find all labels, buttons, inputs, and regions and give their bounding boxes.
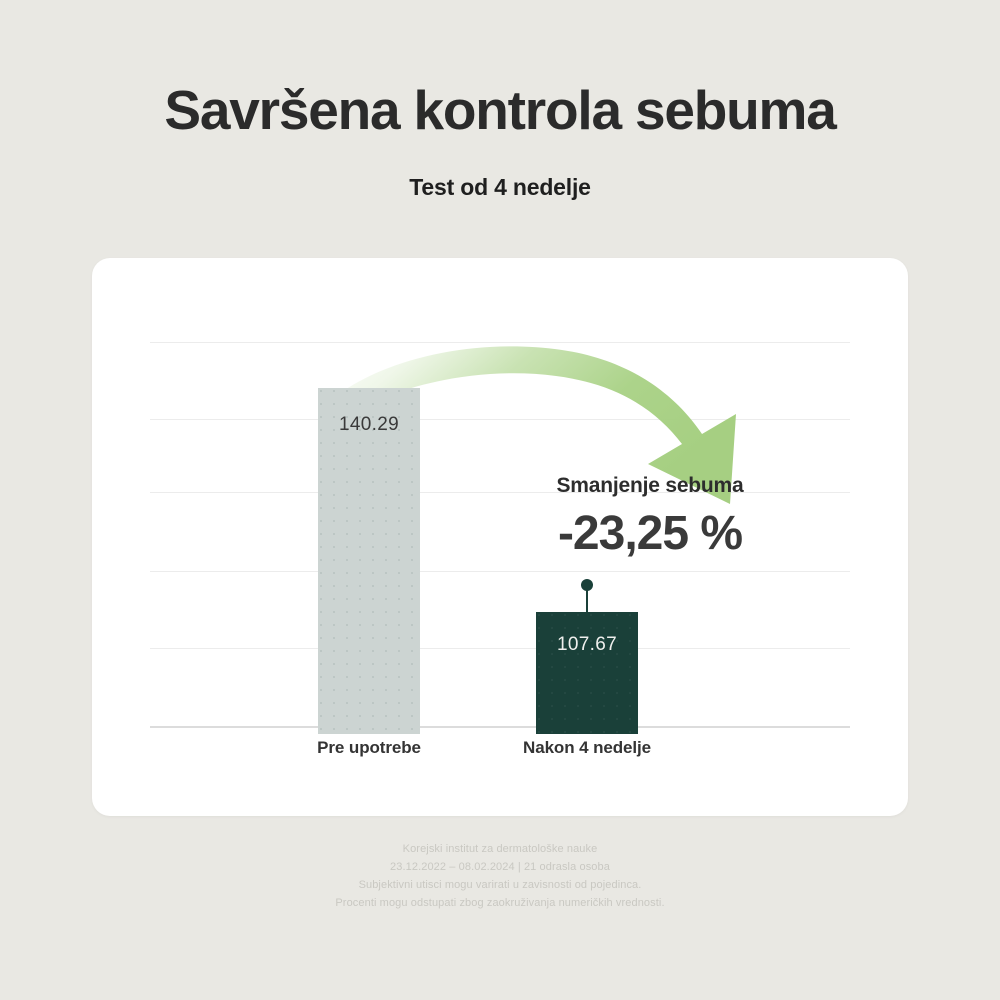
x-axis-label-nakon-4-nedelje: Nakon 4 nedelje <box>523 738 651 757</box>
x-axis-labels: Pre upotrebe Nakon 4 nedelje <box>150 738 850 768</box>
pin-marker-icon <box>581 579 593 612</box>
plot-area: 140.29 107.67 Smanjenje sebuma -23,25 % … <box>150 334 850 757</box>
bar-nakon-4-nedelje[interactable]: 107.67 <box>536 612 638 734</box>
pin-dot-icon <box>581 579 593 591</box>
page-title: Savršena kontrola sebuma <box>164 79 836 141</box>
reduction-callout: Smanjenje sebuma -23,25 % <box>450 474 850 561</box>
footer-line: Procenti mogu odstupati zbog zaokruživan… <box>335 897 665 909</box>
x-axis-label-pre-upotrebe: Pre upotrebe <box>317 738 421 757</box>
chart-card: 140.29 107.67 Smanjenje sebuma -23,25 % … <box>92 258 908 816</box>
page-subtitle: Test od 4 nedelje <box>409 173 591 200</box>
footer-line: 23.12.2022 – 08.02.2024 | 21 odrasla oso… <box>390 861 610 873</box>
footer-line: Korejski institut za dermatološke nauke <box>402 843 598 855</box>
bars: 140.29 107.67 <box>150 334 850 734</box>
header: Savršena kontrola sebuma Test od 4 nedel… <box>0 0 1000 201</box>
footer-line: Subjektivni utisci mogu varirati u zavis… <box>358 879 642 891</box>
footer-disclaimer: Korejski institut za dermatološke nauke … <box>0 840 1000 912</box>
callout-label: Smanjenje sebuma <box>556 474 744 497</box>
callout-value: -23,25 % <box>557 507 743 560</box>
bar-pre-upotrebe[interactable]: 140.29 <box>318 388 420 734</box>
bar-value-label: 140.29 <box>339 414 399 435</box>
bar-value-label: 107.67 <box>557 634 617 655</box>
